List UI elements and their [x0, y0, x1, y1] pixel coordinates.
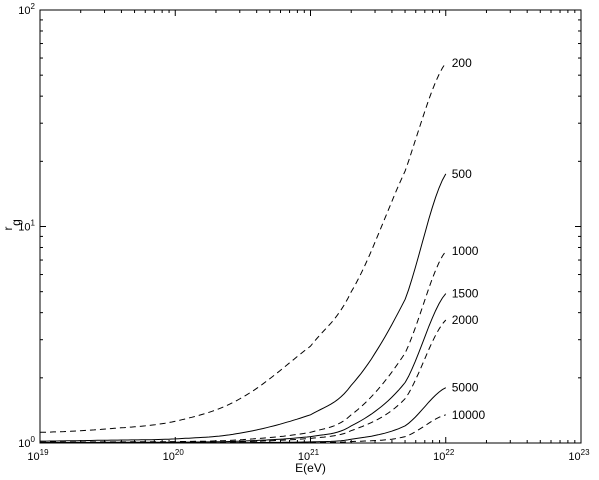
x-tick-label: 1023 — [568, 448, 590, 463]
series-line-1500 — [40, 293, 447, 443]
x-tick-label: 1019 — [27, 448, 49, 463]
y-axis-label-main: r — [1, 227, 15, 231]
series-label-10000: 10000 — [452, 408, 486, 422]
series-label-5000: 5000 — [452, 381, 479, 395]
series-label-500: 500 — [452, 167, 472, 181]
x-tick-label: 1021 — [298, 448, 320, 463]
series-label-2000: 2000 — [452, 313, 479, 327]
x-tick-label: 1020 — [163, 448, 185, 463]
series-label-1500: 1500 — [452, 287, 479, 301]
y-tick-label: 102 — [18, 2, 35, 17]
tick-labels: 1019 1020 1021 1022 1023 100 101 102 — [18, 2, 590, 463]
y-tick-label: 100 — [18, 435, 35, 450]
series-line-200 — [40, 62, 447, 433]
series-label-1000: 1000 — [452, 244, 479, 258]
series-line-500 — [40, 173, 447, 442]
y-tick-label: 101 — [18, 219, 35, 234]
series-label-200: 200 — [452, 56, 472, 70]
series-labels: 200 500 1000 1500 2000 5000 10000 — [452, 56, 486, 422]
y-axis-label: r g — [1, 219, 23, 230]
series-line-2000 — [40, 319, 447, 444]
axis-ticks — [39, 9, 582, 444]
series-line-1000 — [40, 250, 447, 443]
x-tick-label: 1022 — [433, 448, 455, 463]
y-axis-label-subscript: g — [9, 219, 23, 226]
x-axis-label: E(eV) — [295, 461, 326, 475]
